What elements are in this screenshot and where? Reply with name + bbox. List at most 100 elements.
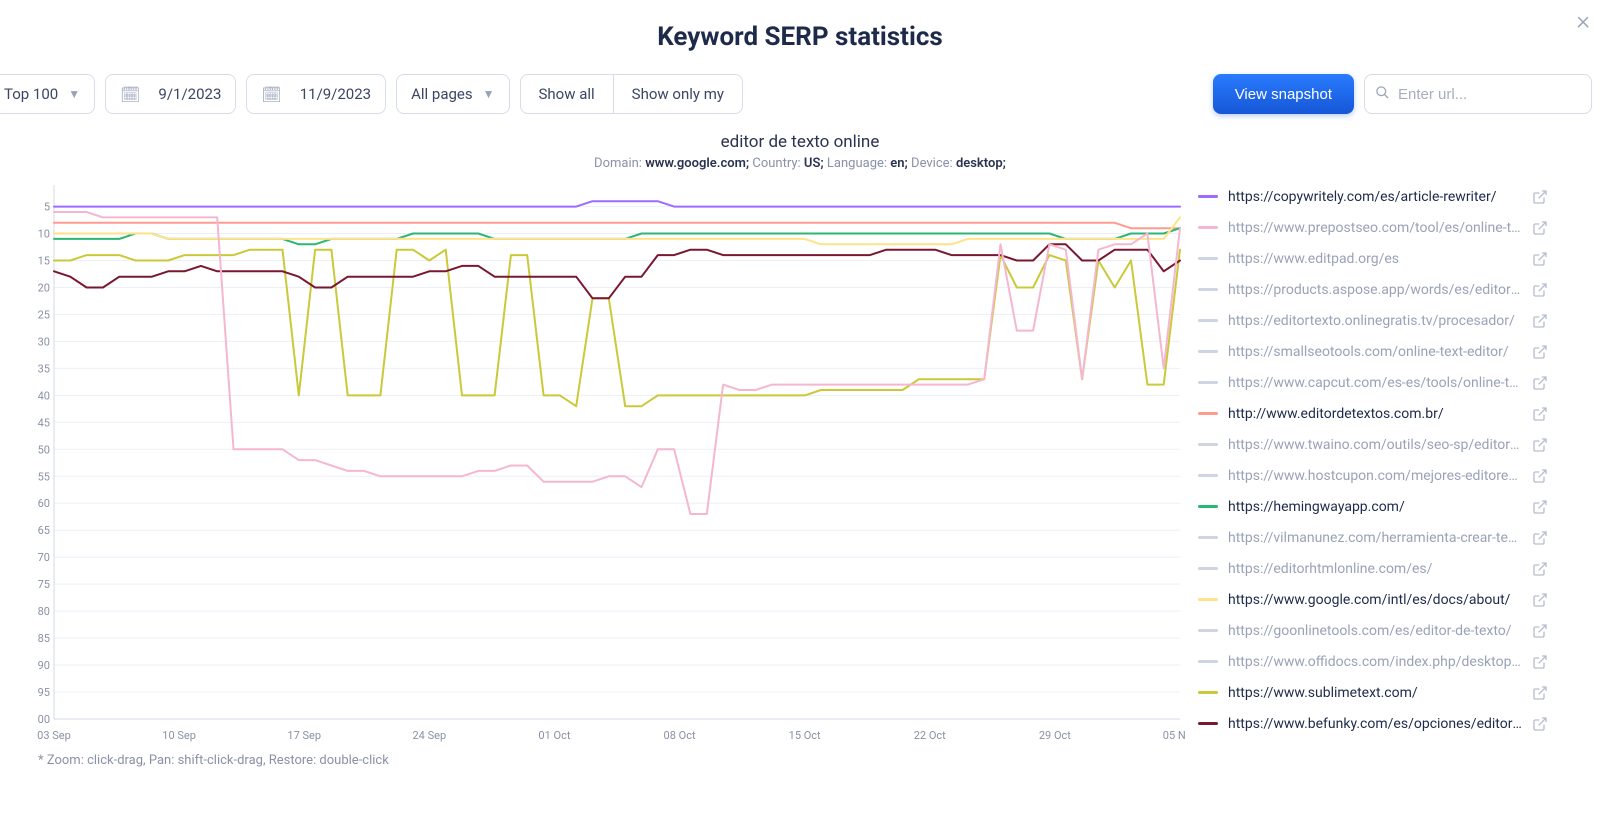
svg-text:70: 70	[38, 551, 50, 564]
svg-text:17 Sep: 17 Sep	[287, 729, 321, 742]
external-link-icon[interactable]	[1532, 530, 1548, 546]
legend-swatch	[1198, 257, 1218, 260]
legend-swatch	[1198, 288, 1218, 291]
pages-select-value: All pages	[411, 85, 473, 103]
svg-text:15: 15	[38, 255, 50, 268]
legend-swatch	[1198, 226, 1218, 229]
legend-item[interactable]: https://www.befunky.com/es/opciones/edit…	[1198, 708, 1548, 739]
svg-text:25: 25	[38, 308, 50, 321]
svg-text:35: 35	[38, 362, 50, 375]
svg-text:95: 95	[38, 686, 50, 699]
legend-url: https://vilmanunez.com/herramienta-crear…	[1228, 530, 1522, 546]
serp-chart[interactable]: 5101520253035404550556065707580859095100…	[36, 179, 1186, 749]
legend-item[interactable]: https://www.offidocs.com/index.php/deskt…	[1198, 646, 1548, 677]
external-link-icon[interactable]	[1532, 716, 1548, 732]
legend-url: https://www.befunky.com/es/opciones/edit…	[1228, 716, 1522, 732]
pages-select[interactable]: All pages ▼	[396, 74, 509, 114]
show-only-my-button[interactable]: Show only my	[614, 75, 742, 113]
legend-item[interactable]: https://www.capcut.com/es-es/tools/onlin…	[1198, 367, 1548, 398]
legend-item[interactable]: https://vilmanunez.com/herramienta-crear…	[1198, 522, 1548, 553]
external-link-icon[interactable]	[1532, 623, 1548, 639]
legend-swatch	[1198, 474, 1218, 477]
legend-swatch	[1198, 598, 1218, 601]
close-icon[interactable]: ×	[1576, 6, 1590, 36]
view-snapshot-button[interactable]: View snapshot	[1213, 74, 1354, 114]
legend-item[interactable]: https://www.editpad.org/es	[1198, 243, 1548, 274]
external-link-icon[interactable]	[1532, 375, 1548, 391]
svg-text:90: 90	[38, 659, 50, 672]
legend-swatch	[1198, 505, 1218, 508]
toolbar: Top 100 ▼ 🗓 9/1/2023 🗓 11/9/2023 All pag…	[0, 52, 1600, 114]
external-link-icon[interactable]	[1532, 685, 1548, 701]
svg-text:60: 60	[38, 497, 50, 510]
legend-item[interactable]: https://www.sublimetext.com/	[1198, 677, 1548, 708]
legend-item[interactable]: https://www.google.com/intl/es/docs/abou…	[1198, 584, 1548, 615]
external-link-icon[interactable]	[1532, 654, 1548, 670]
legend-swatch	[1198, 319, 1218, 322]
top-select-value: Top 100	[4, 85, 58, 103]
legend-item[interactable]: https://www.hostcupon.com/mejores-editor…	[1198, 460, 1548, 491]
legend-url: https://products.aspose.app/words/es/edi…	[1228, 282, 1522, 298]
legend-swatch	[1198, 567, 1218, 570]
legend-item[interactable]: https://www.twaino.com/outils/seo-sp/edi…	[1198, 429, 1548, 460]
legend-swatch	[1198, 350, 1218, 353]
date-from[interactable]: 🗓 9/1/2023	[105, 74, 236, 114]
svg-text:30: 30	[38, 335, 50, 348]
top-select[interactable]: Top 100 ▼	[0, 74, 95, 114]
svg-text:24 Sep: 24 Sep	[413, 729, 447, 742]
calendar-icon: 🗓	[120, 85, 140, 104]
legend-url: https://www.twaino.com/outils/seo-sp/edi…	[1228, 437, 1522, 453]
search-icon	[1375, 85, 1390, 104]
chart-meta: Domain: www.google.com; Country: US; Lan…	[0, 156, 1600, 171]
svg-text:10 Sep: 10 Sep	[162, 729, 196, 742]
legend-swatch	[1198, 536, 1218, 539]
external-link-icon[interactable]	[1532, 437, 1548, 453]
external-link-icon[interactable]	[1532, 282, 1548, 298]
chevron-down-icon: ▼	[483, 87, 495, 101]
svg-text:01 Oct: 01 Oct	[538, 729, 570, 742]
external-link-icon[interactable]	[1532, 468, 1548, 484]
url-search[interactable]	[1364, 74, 1592, 114]
legend-item[interactable]: https://products.aspose.app/words/es/edi…	[1198, 274, 1548, 305]
legend-item[interactable]: https://www.prepostseo.com/tool/es/onlin…	[1198, 212, 1548, 243]
legend-item[interactable]: https://hemingwayapp.com/	[1198, 491, 1548, 522]
external-link-icon[interactable]	[1532, 220, 1548, 236]
svg-text:03 Sep: 03 Sep	[37, 729, 71, 742]
svg-text:15 Oct: 15 Oct	[789, 729, 821, 742]
calendar-icon: 🗓	[261, 85, 281, 104]
date-to[interactable]: 🗓 11/9/2023	[246, 74, 386, 114]
svg-text:05 Nov: 05 Nov	[1163, 729, 1186, 742]
legend-swatch	[1198, 412, 1218, 415]
show-all-button[interactable]: Show all	[521, 75, 614, 113]
url-input[interactable]	[1398, 86, 1581, 103]
svg-text:22 Oct: 22 Oct	[914, 729, 946, 742]
external-link-icon[interactable]	[1532, 251, 1548, 267]
legend-item[interactable]: https://editortexto.onlinegratis.tv/proc…	[1198, 305, 1548, 336]
legend-item[interactable]: https://editorhtmlonline.com/es/	[1198, 553, 1548, 584]
legend-url: https://hemingwayapp.com/	[1228, 499, 1522, 515]
legend-item[interactable]: https://goonlinetools.com/es/editor-de-t…	[1198, 615, 1548, 646]
legend-item[interactable]: https://copywritely.com/es/article-rewri…	[1198, 181, 1548, 212]
legend-item[interactable]: https://smallseotools.com/online-text-ed…	[1198, 336, 1548, 367]
external-link-icon[interactable]	[1532, 189, 1548, 205]
external-link-icon[interactable]	[1532, 592, 1548, 608]
external-link-icon[interactable]	[1532, 344, 1548, 360]
external-link-icon[interactable]	[1532, 406, 1548, 422]
legend-item[interactable]: http://www.editordetextos.com.br/	[1198, 398, 1548, 429]
chart-header: editor de texto online Domain: www.googl…	[0, 132, 1600, 171]
legend-url: https://www.prepostseo.com/tool/es/onlin…	[1228, 220, 1522, 236]
svg-text:45: 45	[38, 416, 50, 429]
legend-swatch	[1198, 660, 1218, 663]
svg-text:55: 55	[38, 470, 50, 483]
svg-text:85: 85	[38, 632, 50, 645]
legend-url: https://goonlinetools.com/es/editor-de-t…	[1228, 623, 1522, 639]
svg-text:100: 100	[36, 713, 50, 726]
legend-swatch	[1198, 629, 1218, 632]
external-link-icon[interactable]	[1532, 499, 1548, 515]
svg-text:75: 75	[38, 578, 50, 591]
keyword-title: editor de texto online	[0, 132, 1600, 152]
external-link-icon[interactable]	[1532, 313, 1548, 329]
external-link-icon[interactable]	[1532, 561, 1548, 577]
legend-swatch	[1198, 381, 1218, 384]
legend-url: https://smallseotools.com/online-text-ed…	[1228, 344, 1522, 360]
